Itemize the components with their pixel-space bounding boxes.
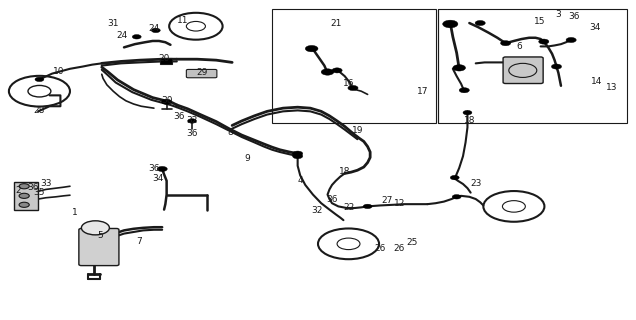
Bar [272, 9, 436, 123]
Text: 36: 36 [174, 112, 185, 121]
Circle shape [19, 184, 29, 189]
Circle shape [450, 175, 459, 180]
Circle shape [293, 151, 303, 156]
FancyBboxPatch shape [79, 228, 119, 266]
Text: 36: 36 [568, 12, 579, 21]
Text: 33: 33 [40, 179, 52, 188]
Text: 5: 5 [97, 231, 104, 240]
Circle shape [551, 64, 562, 69]
Circle shape [19, 202, 29, 207]
Text: 9: 9 [244, 154, 250, 163]
Text: 21: 21 [330, 19, 342, 28]
Text: 17: 17 [417, 87, 429, 96]
Text: 34: 34 [589, 23, 600, 32]
Circle shape [305, 45, 318, 52]
Text: 27: 27 [381, 196, 392, 205]
Circle shape [475, 20, 485, 26]
Circle shape [19, 193, 29, 198]
FancyBboxPatch shape [503, 57, 543, 84]
Text: 36: 36 [326, 195, 338, 204]
Bar [14, 182, 38, 210]
Text: 18: 18 [339, 167, 350, 176]
Text: 4: 4 [298, 176, 303, 185]
Text: 12: 12 [394, 199, 405, 208]
Text: 36: 36 [186, 129, 198, 138]
Text: 24: 24 [148, 24, 160, 33]
Circle shape [566, 37, 576, 43]
Circle shape [188, 119, 197, 123]
Circle shape [132, 35, 141, 39]
Text: 26: 26 [394, 244, 405, 253]
Circle shape [332, 68, 342, 73]
Text: 30: 30 [161, 96, 172, 105]
Circle shape [81, 221, 109, 235]
Circle shape [151, 28, 160, 33]
Circle shape [459, 88, 469, 93]
Text: 26: 26 [375, 244, 386, 253]
Circle shape [35, 77, 44, 82]
Text: 34: 34 [152, 174, 163, 183]
FancyBboxPatch shape [186, 69, 217, 78]
Text: 28: 28 [34, 106, 45, 115]
Text: 20: 20 [158, 54, 170, 63]
Circle shape [501, 41, 511, 46]
Text: 22: 22 [343, 203, 354, 212]
Text: 23: 23 [470, 179, 481, 188]
Text: 18: 18 [464, 116, 475, 125]
Circle shape [453, 65, 466, 71]
Circle shape [321, 69, 334, 75]
Text: 29: 29 [197, 68, 208, 77]
Text: 10: 10 [53, 68, 64, 76]
Text: 31: 31 [107, 19, 119, 28]
Text: 6: 6 [516, 42, 522, 51]
Text: 11: 11 [177, 16, 189, 25]
Text: 35: 35 [34, 188, 45, 197]
Circle shape [293, 154, 303, 159]
Text: 14: 14 [591, 77, 602, 86]
Text: 1: 1 [72, 208, 78, 217]
Circle shape [348, 85, 358, 91]
Text: 25: 25 [406, 238, 418, 247]
Text: 36: 36 [27, 183, 39, 192]
Text: 13: 13 [606, 84, 618, 92]
Text: 3: 3 [555, 10, 562, 19]
Bar [438, 9, 627, 123]
Circle shape [443, 20, 458, 28]
Circle shape [363, 204, 372, 209]
Text: 8: 8 [227, 128, 233, 137]
Text: 24: 24 [116, 31, 128, 40]
Text: 15: 15 [534, 17, 545, 26]
Text: 32: 32 [186, 116, 198, 125]
Circle shape [452, 195, 461, 199]
Text: 36: 36 [148, 164, 160, 173]
Bar [160, 58, 172, 64]
Text: 2: 2 [15, 186, 20, 195]
Circle shape [162, 99, 172, 104]
Text: 19: 19 [352, 126, 363, 135]
Text: 16: 16 [343, 79, 354, 88]
Circle shape [463, 110, 472, 115]
Text: 32: 32 [311, 206, 322, 215]
Circle shape [157, 166, 167, 172]
Circle shape [539, 39, 549, 44]
Text: 7: 7 [135, 237, 142, 246]
